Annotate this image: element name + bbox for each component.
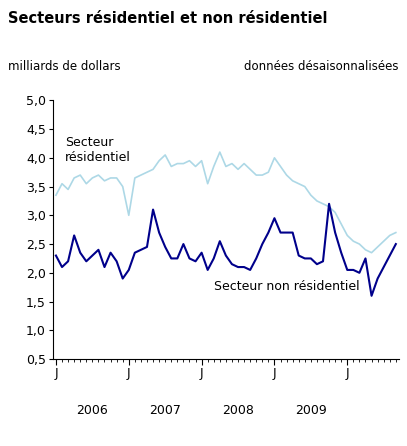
Text: Secteur non résidentiel: Secteur non résidentiel — [214, 280, 359, 293]
Text: données désaisonnalisées: données désaisonnalisées — [244, 60, 399, 73]
Text: 2008: 2008 — [222, 404, 254, 417]
Text: Secteur
résidentiel: Secteur résidentiel — [65, 136, 131, 164]
Text: Secteurs résidentiel et non résidentiel: Secteurs résidentiel et non résidentiel — [8, 11, 328, 26]
Text: milliards de dollars: milliards de dollars — [8, 60, 121, 73]
Text: 2006: 2006 — [77, 404, 108, 417]
Text: 2009: 2009 — [295, 404, 327, 417]
Text: 2007: 2007 — [149, 404, 181, 417]
